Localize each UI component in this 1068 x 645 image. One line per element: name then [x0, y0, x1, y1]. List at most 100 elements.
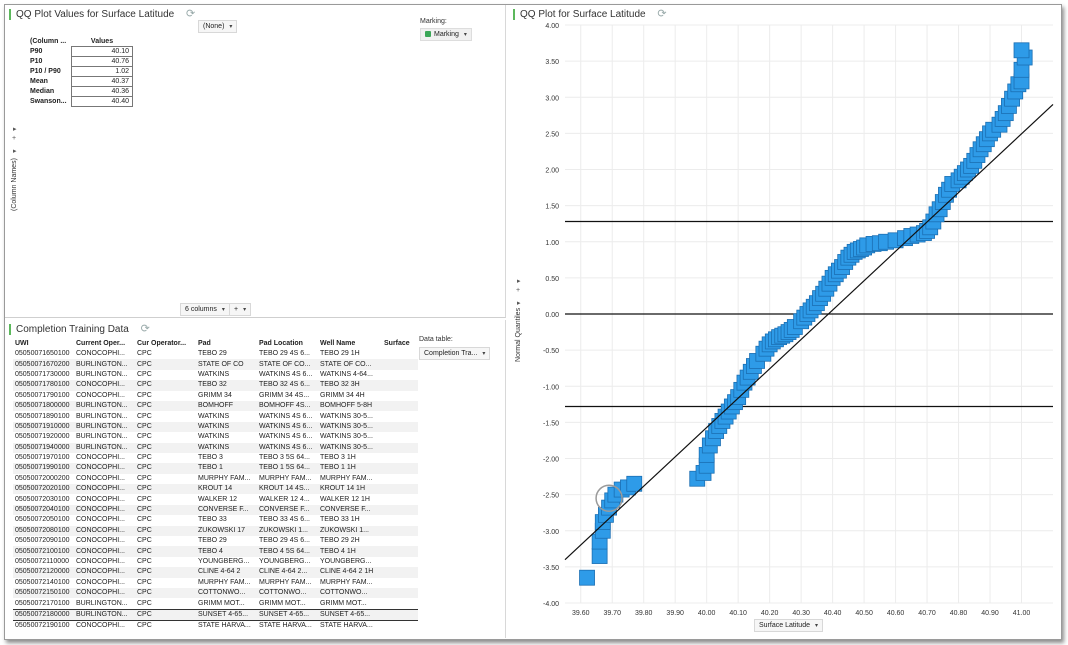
table-cell: CONOCOPHI...: [74, 504, 135, 516]
columns-dropdown-label: 6 columns: [185, 306, 217, 313]
table-row[interactable]: 05050072120000 CONOCOPHI... CPC CLINE 4-64 …: [13, 567, 418, 578]
summary-row[interactable]: P10 40.76: [27, 56, 133, 67]
column-header[interactable]: Current Oper...: [76, 340, 126, 347]
y-tick-label: -3.00: [543, 529, 559, 536]
columns-dropdown[interactable]: 6 columns ▾: [180, 303, 230, 316]
table-row[interactable]: 05050071670200 BURLINGTON... CPC STATE OF C…: [13, 359, 418, 370]
summary-row[interactable]: P10 / P90 1.02: [27, 66, 133, 77]
summary-row[interactable]: Median 40.36: [27, 86, 133, 97]
table-cell: CONOCOPHI...: [74, 380, 135, 391]
column-header[interactable]: UWI: [15, 340, 29, 347]
table-row[interactable]: 05050072110000 CONOCOPHI... CPC YOUNGBERG..…: [13, 557, 418, 567]
table-row[interactable]: 05050072080100 CONOCOPHI... CPC ZUKOWSKI 17…: [13, 525, 418, 537]
table-cell: [382, 432, 418, 442]
summary-row-label: Swanson...: [30, 98, 67, 105]
column-header[interactable]: Surface: [384, 340, 410, 347]
x-axis-dropdown[interactable]: Surface Latitude ▾: [754, 619, 823, 632]
data-table-dropdown[interactable]: Completion Tra... ▾: [419, 347, 491, 360]
column-header[interactable]: Pad: [198, 340, 211, 347]
marking-dropdown[interactable]: Marking ▾: [420, 28, 472, 41]
summary-row[interactable]: Mean 40.37: [27, 76, 133, 87]
table-row[interactable]: 05050071910000 BURLINGTON... CPC WATKINS WAT…: [13, 421, 418, 433]
axis-add-button[interactable]: +: [12, 135, 17, 142]
table-cell: CPC: [135, 380, 196, 391]
table-row[interactable]: 05050072170100 BURLINGTON... CPC GRIMM MOT.…: [13, 598, 418, 609]
table-cell: WATKINS 4S 6...: [257, 442, 318, 453]
column-header[interactable]: Cur Operator...: [137, 340, 187, 347]
table-cell: CONVERSE F...: [196, 504, 257, 516]
table-cell: COTTONWO...: [318, 587, 382, 599]
column-names-axis-label[interactable]: (Column Names): [11, 158, 18, 211]
column-names-header[interactable]: (Column ...: [30, 38, 67, 46]
table-cell: CONOCOPHI...: [74, 546, 135, 557]
axis-add-button[interactable]: +: [516, 287, 521, 294]
table-cell: CONOCOPHI...: [76, 454, 126, 462]
none-dropdown[interactable]: (None) ▾: [198, 20, 238, 33]
values-header[interactable]: Values: [90, 38, 114, 45]
table-cell: STATE HARVA...: [259, 622, 312, 630]
table-row[interactable]: 05050072100100 CONOCOPHI... CPC TEBO 4 TEBO …: [13, 546, 418, 557]
table-row[interactable]: 05050072030100 CONOCOPHI... CPC WALKER 12 WA…: [13, 494, 418, 504]
table-cell: [382, 525, 418, 537]
data-table-dropdown-label: Completion Tra...: [424, 350, 478, 357]
table-cell: [382, 474, 418, 484]
add-column-dropdown[interactable]: + ▾: [229, 303, 252, 316]
summary-panel: QQ Plot Values for Surface Latitude ⟳ (C…: [5, 5, 506, 318]
table-row[interactable]: 05050072180000 BURLINGTON... CPC SUNSET 4-6…: [13, 608, 418, 622]
table-row[interactable]: 05050071800000 BURLINGTON... CPC BOMHOFF BOM…: [13, 400, 418, 412]
table-cell: CPC: [135, 567, 196, 578]
refresh-icon[interactable]: ⟳: [186, 8, 196, 20]
data-point[interactable]: [626, 475, 643, 492]
summary-row[interactable]: P90 40.10: [27, 46, 133, 57]
table-row[interactable]: 05050071990100 CONOCOPHI... CPC TEBO 1 TEBO …: [13, 463, 418, 474]
table-row[interactable]: 05050071730000 BURLINGTON... CPC WATKINS WAT…: [13, 370, 418, 380]
column-header[interactable]: Pad Location: [259, 340, 303, 347]
table-cell: 05050071920000: [15, 433, 70, 441]
axis-expand-arrow[interactable]: ▸: [517, 300, 521, 307]
table-row[interactable]: 05050071780100 CONOCOPHI... CPC TEBO 32 TEBO…: [13, 380, 418, 391]
table-row[interactable]: 05050071890100 BURLINGTON... CPC WATKINS WAT…: [13, 411, 418, 421]
data-point[interactable]: [579, 569, 595, 586]
table-cell: TEBO 4 5S 64...: [257, 546, 318, 557]
table-cell: WATKINS 4S 6...: [259, 433, 313, 441]
table-row[interactable]: 05050072150100 CONOCOPHI... CPC COTTONWO...…: [13, 587, 418, 599]
table-cell: CONOCOPHI...: [74, 484, 135, 495]
table-row[interactable]: 05050072000200 CONOCOPHI... CPC MURPHY FAM.…: [13, 474, 418, 484]
table-cell: 05050071650100: [15, 350, 70, 358]
table-cell: WATKINS 4S 6...: [259, 412, 313, 420]
data-point[interactable]: [591, 548, 608, 564]
table-cell: CPC: [137, 495, 152, 503]
table-row[interactable]: 05050071790100 CONOCOPHI... CPC GRIMM 34 GRI…: [13, 391, 418, 401]
table-cell: WATKINS: [198, 412, 230, 420]
table-row[interactable]: 05050072190100 CONOCOPHI... CPC STATE HARVA…: [13, 621, 418, 632]
table-row[interactable]: 05050071940000 BURLINGTON... CPC WATKINS WAT…: [13, 442, 418, 453]
summary-row[interactable]: Swanson... 40.40: [27, 96, 133, 107]
table-row[interactable]: 05050072040100 CONOCOPHI... CPC CONVERSE F.…: [13, 504, 418, 516]
table-row[interactable]: 05050071970100 CONOCOPHI... CPC TEBO 3 TEBO …: [13, 453, 418, 463]
table-row[interactable]: 05050072090100 CONOCOPHI... CPC TEBO 29 TEBO…: [13, 536, 418, 546]
table-cell: 05050071790100: [15, 391, 70, 399]
table-cell: [382, 567, 418, 578]
data-point[interactable]: [1013, 42, 1030, 59]
table-cell: TEBO 1: [196, 463, 257, 474]
refresh-icon[interactable]: ⟳: [657, 8, 667, 20]
table-row[interactable]: 05050072140100 CONOCOPHI... CPC MURPHY FAM.…: [13, 578, 418, 588]
table-cell: STATE OF CO...: [257, 359, 318, 370]
column-header[interactable]: Well Name: [320, 340, 356, 347]
table-cell: CLINE 4-64 2: [196, 567, 257, 578]
table-row[interactable]: 05050072050100 CONOCOPHI... CPC TEBO 33 TEBO…: [13, 515, 418, 525]
table-cell: WATKINS 4S 6...: [257, 421, 318, 433]
refresh-icon[interactable]: ⟳: [140, 323, 150, 335]
axis-expand-arrow[interactable]: ▸: [13, 126, 17, 133]
axis-expand-arrow[interactable]: ▸: [517, 278, 521, 285]
table-row[interactable]: 05050072020100 CONOCOPHI... CPC KROUT 14 KRO…: [13, 484, 418, 495]
table-cell: BURLINGTON...: [74, 442, 135, 453]
table-cell: GRIMM MOT...: [198, 599, 245, 607]
table-cell: BOMHOFF 5-8H: [318, 400, 382, 412]
table-row[interactable]: 05050071650100 CONOCOPHI... CPC TEBO 29 TEBO…: [13, 349, 418, 359]
axis-expand-arrow[interactable]: ▸: [13, 148, 17, 155]
table-cell: 05050071670200: [13, 359, 74, 370]
qq-plot-chart[interactable]: 39.60 39.70 39.80 39.90 40.00 40.10 40.20 40.30…: [509, 5, 1059, 638]
table-row[interactable]: 05050071920000 BURLINGTON... CPC WATKINS WAT…: [13, 432, 418, 442]
table-cell: 05050072120000: [13, 567, 74, 578]
